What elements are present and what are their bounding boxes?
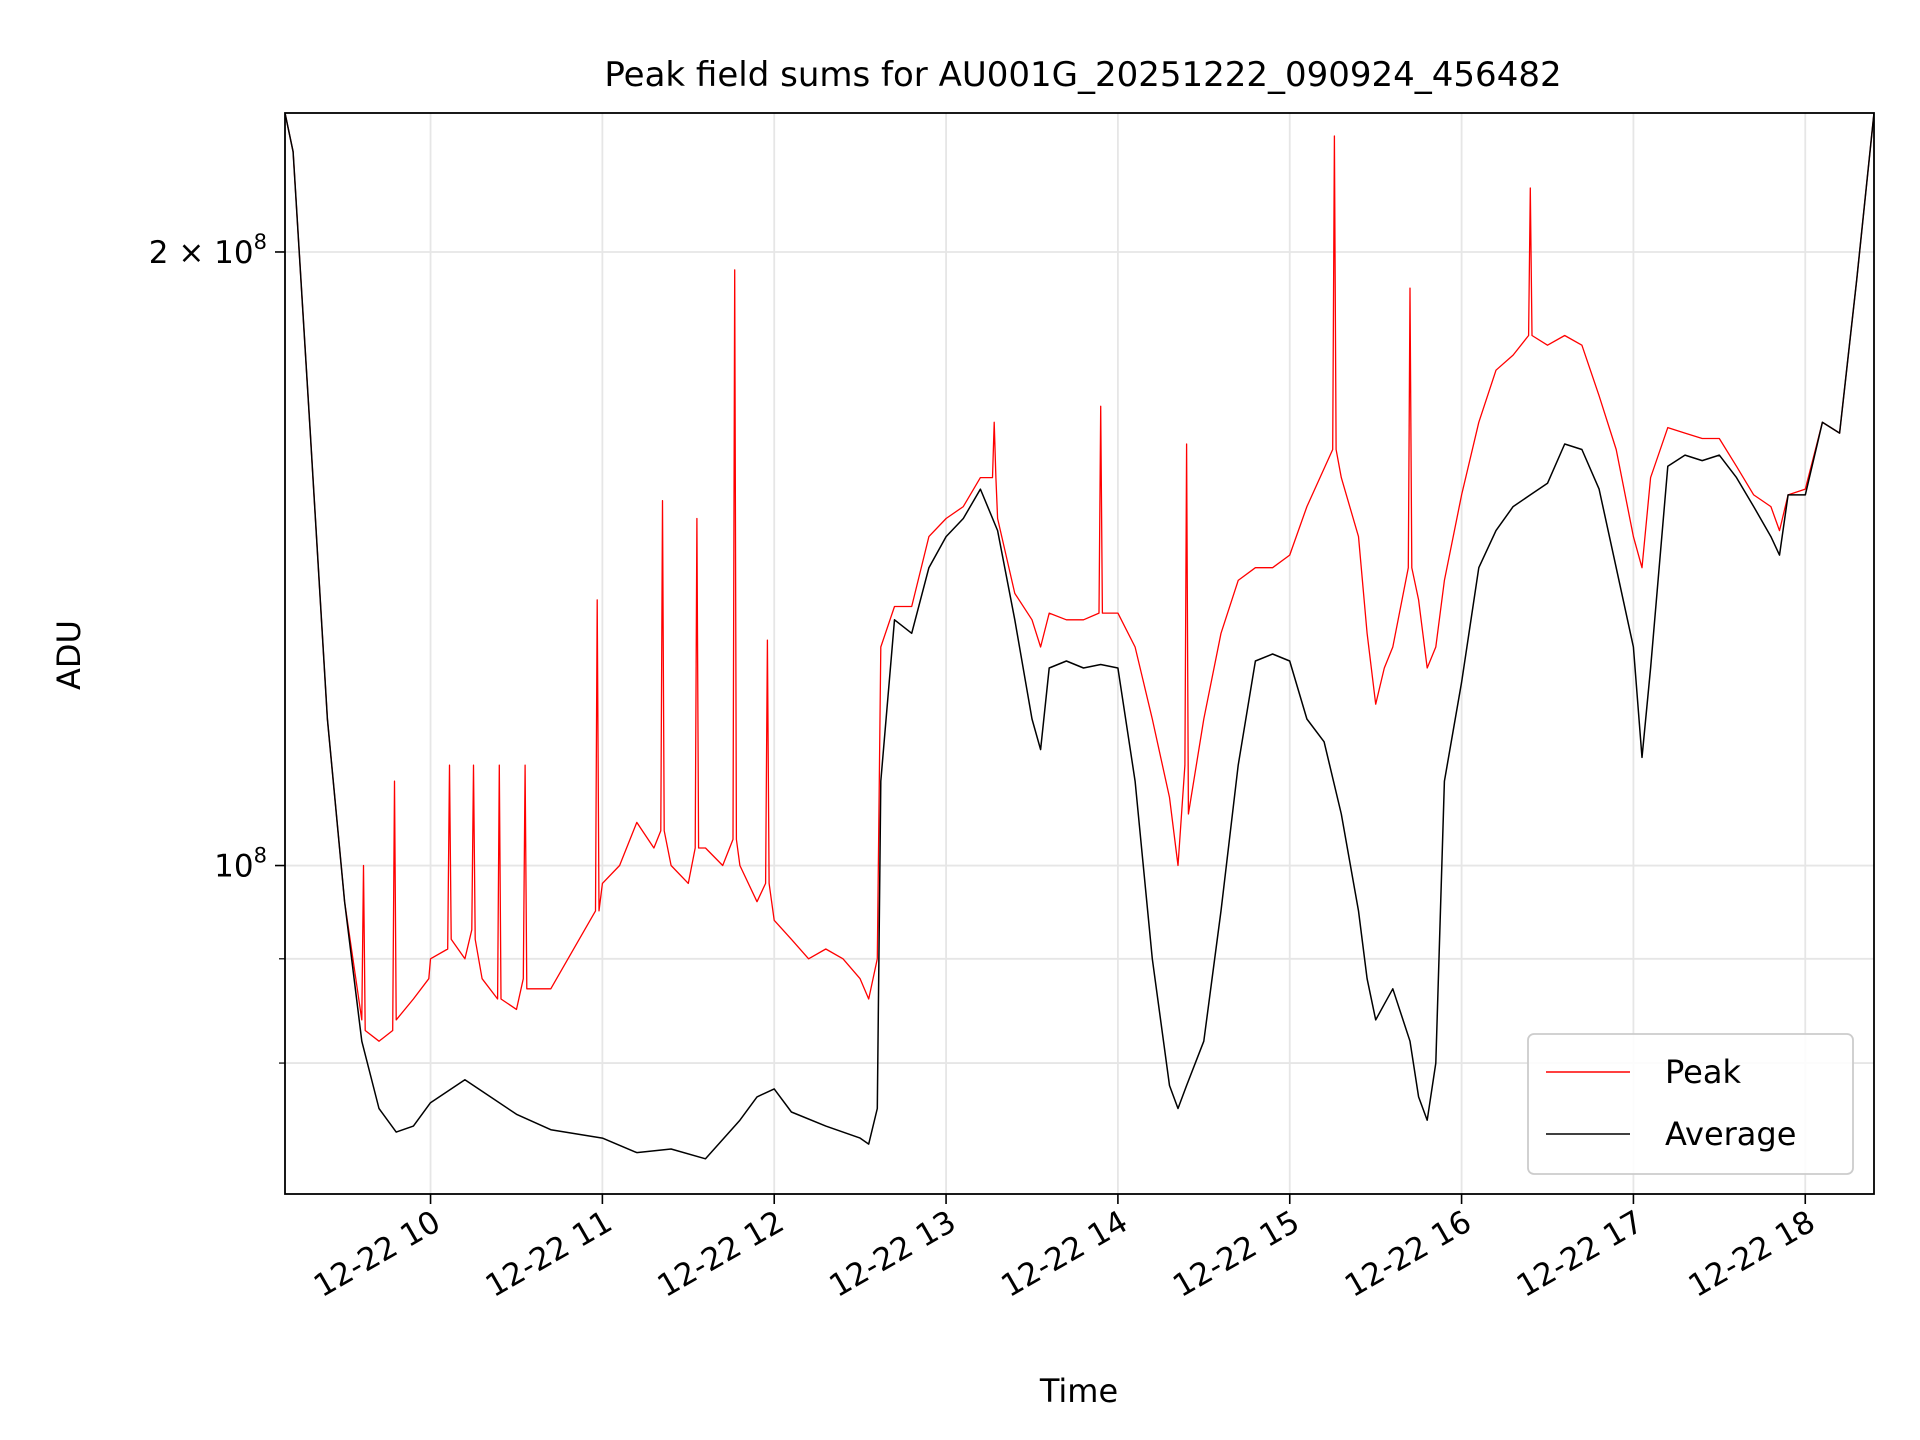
- axes-frame: [284, 112, 1875, 1195]
- y-tick-label: 2 × 108: [149, 230, 267, 271]
- legend-box: [1527, 1033, 1854, 1175]
- y-tick-label: 108: [214, 844, 267, 885]
- plot-area: [285, 113, 1874, 1160]
- grid-lines: [285, 113, 1874, 1194]
- y-axis-ticks: 108 2 × 108: [149, 230, 285, 1064]
- legend-average-label: Average: [1665, 1115, 1796, 1153]
- x-axis-label: Time: [1039, 1372, 1118, 1410]
- legend-peak-label: Peak: [1665, 1053, 1741, 1091]
- y-axis-label: ADU: [50, 620, 88, 690]
- legend: Peak Average: [1527, 1033, 1854, 1175]
- series-average-line: [285, 113, 1874, 1160]
- series-peak-line: [285, 113, 1874, 1042]
- chart-title: Peak field sums for AU001G_20251222_0909…: [604, 55, 1561, 95]
